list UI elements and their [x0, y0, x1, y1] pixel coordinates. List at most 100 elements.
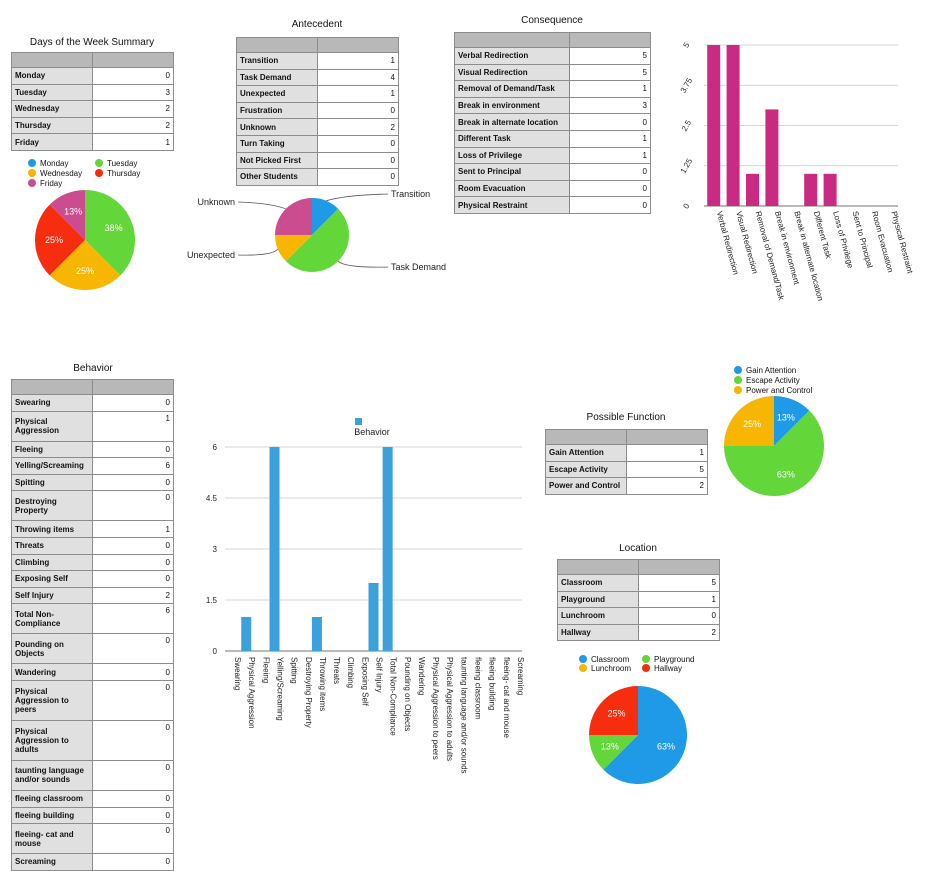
table-row: Turn Taking 0: [236, 134, 399, 153]
pie-slice-hallway: [589, 686, 638, 735]
row-value: 0: [92, 719, 174, 761]
row-value: 5: [626, 460, 708, 479]
legend-swatch: [28, 169, 36, 177]
legend-swatch: [642, 664, 650, 672]
x-tick-label: Throwing items: [318, 657, 327, 711]
table-row: Visual Redirection 5: [454, 63, 651, 82]
consequence-rows: Verbal Redirection 5 Visual Redirection 5 Re…: [454, 47, 651, 214]
slice-label: 25%: [45, 235, 63, 245]
behavior-title: Behavior: [73, 363, 113, 374]
function-rows: Gain Attention 1 Escape Activity 5 Power and…: [545, 444, 708, 495]
table-row: Room Evacuation 0: [454, 179, 651, 198]
days-rows: Monday 0 Tuesday 3 Wednesday 2 Thursday 2 Friday…: [11, 67, 174, 151]
row-label: Unexpected: [236, 85, 318, 103]
location-table: Classroom 5 Playground 1 Lunchroom 0 Hallway 2: [557, 559, 720, 642]
table-row: Classroom 5: [557, 574, 720, 592]
table-row: Frustration 0: [236, 101, 399, 120]
x-tick-label: Exposing Self: [360, 657, 369, 707]
row-value: 0: [92, 633, 174, 665]
x-tick-label: fleeing building: [488, 657, 497, 710]
x-tick-label: Total Non-Compliance: [389, 657, 398, 736]
legend-label: Monday: [40, 159, 69, 168]
days-title: Days of the Week Summary: [29, 37, 155, 48]
row-value: 0: [569, 163, 651, 181]
row-label: Task Demand: [236, 68, 318, 87]
y-tick-label: 0: [213, 647, 218, 656]
callout-label: Task Demand: [391, 262, 446, 272]
row-label: Other Students: [236, 168, 318, 186]
table-row: Wandering 0: [11, 663, 174, 681]
table-header-row: [11, 52, 174, 68]
behavior-rows: Swearing 0 Physical Aggression 1 Fleeing 0 Yel…: [11, 394, 174, 871]
table-row: Lunchroom 0: [557, 607, 720, 625]
x-tick-label: Physical Aggression to peers: [431, 657, 440, 760]
legend-label: Gain Attention: [746, 366, 797, 375]
table-header-row: [557, 559, 720, 575]
x-tick-label: Spitting: [290, 657, 299, 684]
bar-throwing-items: [311, 617, 322, 651]
x-tick-label: Swearing: [233, 657, 242, 690]
pie-slice-wednesday: [49, 240, 121, 290]
legend-label: Friday: [40, 179, 63, 188]
table-row: Total Non-Compliance 6: [11, 603, 174, 635]
table-row: Break in environment 3: [454, 96, 651, 115]
table-row: Removal of Demand/Task 1: [454, 80, 651, 98]
pie-slice-thursday: [35, 204, 85, 276]
legend-label: Escape Activity: [746, 376, 800, 385]
row-value: 0: [92, 473, 174, 492]
row-label: Fleeing: [11, 440, 93, 459]
table-row: Yelling/Screaming 6: [11, 457, 174, 475]
x-tick-label: Wandering: [417, 657, 426, 695]
x-tick-label: Self Injury: [375, 657, 384, 693]
pie-slice-unexpected: [275, 235, 312, 262]
callout-line: [326, 193, 389, 202]
row-label: Physical Aggression to peers: [11, 679, 93, 721]
table-row: Thursday 2: [11, 116, 174, 135]
table-row: Spitting 0: [11, 473, 174, 492]
legend-item-thursday: Thursday: [95, 169, 140, 178]
consequence-title: Consequence: [521, 15, 583, 26]
callout-label: Transition: [391, 189, 430, 199]
legend-swatch: [28, 179, 36, 187]
legend-item-escape-activity: Escape Activity: [734, 376, 800, 385]
slice-label: 38%: [105, 223, 123, 233]
row-value: 0: [92, 67, 174, 85]
callout-line: [237, 201, 286, 210]
legend-item-hallway: Hallway: [642, 664, 682, 673]
table-row: Physical Aggression 1: [11, 410, 174, 442]
table-row: Physical Aggression to adults 0: [11, 719, 174, 761]
legend-label: Tuesday: [107, 159, 138, 168]
table-row: Hallway 2: [557, 623, 720, 642]
x-tick-label: Yelling/Screaming: [276, 657, 285, 721]
table-row: Physical Restraint 0: [454, 196, 651, 214]
slice-label: 13%: [777, 412, 795, 422]
legend-swatch: [579, 655, 587, 663]
y-tick-label: 5: [681, 41, 691, 50]
pie-slice-task-demand: [285, 208, 350, 273]
row-value: 1: [317, 85, 399, 103]
slice-label: 25%: [743, 419, 761, 429]
row-value: 0: [569, 179, 651, 198]
slice-label: 63%: [657, 742, 675, 752]
bar-physical-aggression: [241, 617, 252, 651]
legend-item-lunchroom: Lunchroom: [579, 664, 631, 673]
bar-visual-redirection: [726, 45, 740, 206]
row-label: Room Evacuation: [454, 179, 570, 198]
pie-slice-classroom: [603, 686, 687, 784]
row-label: Hallway: [557, 623, 639, 642]
table-row: Exposing Self 0: [11, 570, 174, 588]
row-value: 6: [92, 603, 174, 635]
callout-line: [237, 248, 279, 256]
row-label: Physical Restraint: [454, 196, 570, 214]
location-title: Location: [619, 543, 657, 554]
slice-label: 13%: [601, 742, 619, 752]
table-header-row: [545, 429, 708, 445]
legend-item-monday: Monday: [28, 159, 68, 168]
table-row: Sent to Principal 0: [454, 163, 651, 181]
slice-label: 25%: [76, 266, 94, 276]
row-label: Total Non-Compliance: [11, 603, 93, 635]
row-value: 0: [92, 536, 174, 555]
